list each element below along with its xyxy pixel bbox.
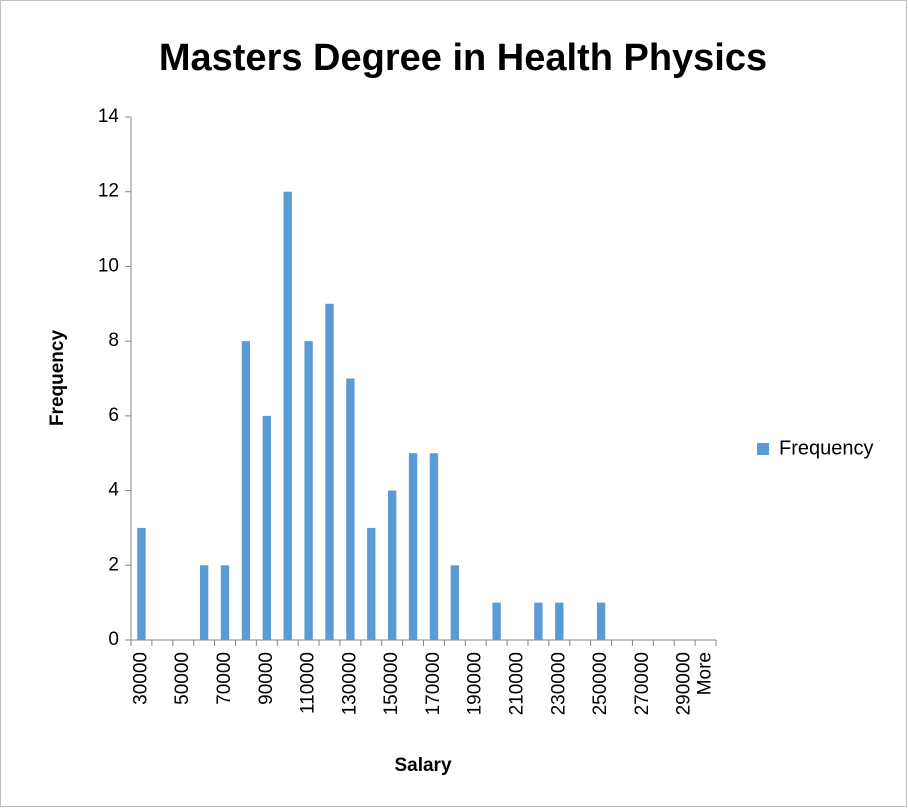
bar [346,378,355,640]
x-tick-label: 50000 [172,652,193,705]
x-tick-label: 270000 [632,652,653,715]
bar [325,303,334,640]
x-tick-label: 230000 [548,652,569,715]
bar [304,341,313,640]
bar [596,602,606,640]
x-tick-label: 290000 [674,652,695,715]
x-tick-label: 250000 [590,652,611,715]
x-tick-label: More [695,652,716,695]
bar [534,602,543,640]
x-tick-label: 150000 [381,652,402,715]
y-tick-label: 12 [98,181,119,202]
legend-swatch [757,443,769,455]
x-tick-label: 70000 [214,652,235,705]
y-tick-label: 14 [98,106,120,127]
y-tick-label: 8 [108,330,119,351]
bar [387,490,397,640]
y-tick-label: 2 [108,554,119,575]
x-tick-label: 110000 [298,652,319,714]
x-tick-label: 130000 [339,652,360,715]
bar [262,415,271,640]
bar [199,565,209,640]
y-tick-label: 0 [108,629,119,650]
bar [367,527,376,640]
y-tick-label: 10 [98,255,119,276]
bar [429,453,439,640]
x-tick-label: 90000 [256,652,277,705]
x-axis-label: Salary [394,755,451,776]
x-tick-label: 190000 [465,652,486,715]
bar [283,191,292,640]
bar [450,565,460,640]
bar [492,602,501,640]
bar [137,527,146,640]
x-tick-label: 30000 [130,652,151,705]
bar [241,341,251,640]
bar [555,602,564,640]
legend-label: Frequency [779,437,874,459]
chart-title: Masters Degree in Health Physics [159,37,767,79]
x-tick-label: 210000 [507,652,528,715]
y-axis-label: Frequency [47,330,68,427]
y-tick-label: 6 [108,405,119,426]
bar [408,453,418,640]
bar [220,565,230,640]
x-tick-label: 170000 [423,652,444,715]
y-tick-label: 4 [108,480,119,501]
